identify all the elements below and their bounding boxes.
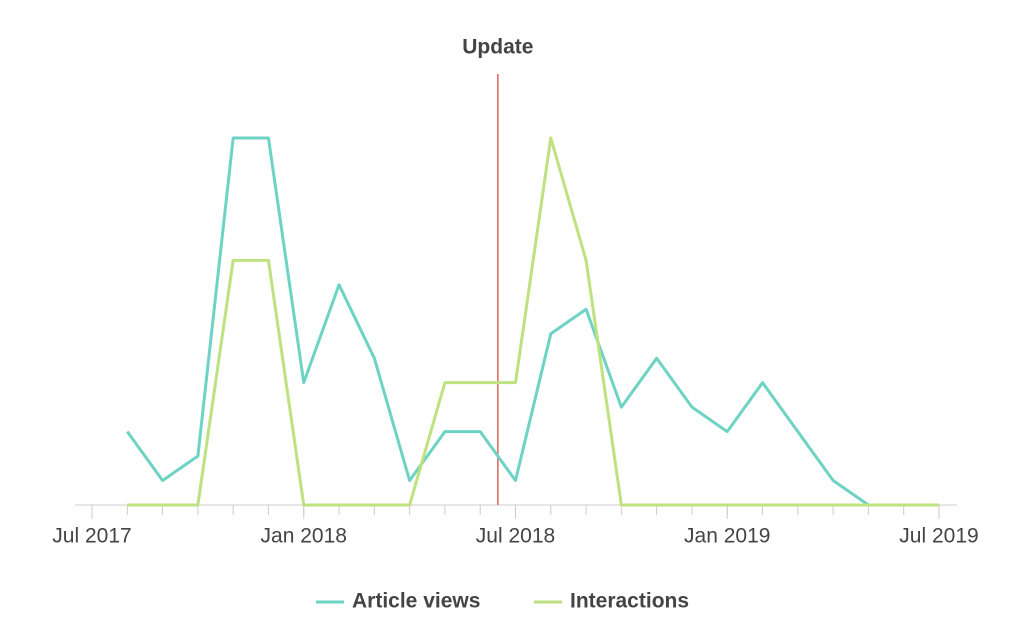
x-tick-label: Jul 2019 [899, 525, 978, 548]
legend-label: Interactions [570, 590, 689, 613]
x-tick-label: Jul 2018 [476, 525, 555, 548]
annotation-label: Update [462, 36, 533, 59]
legend-label: Article views [352, 590, 480, 613]
series-line [127, 136, 939, 507]
x-tick-label: Jul 2017 [52, 525, 131, 548]
x-tick-label: Jan 2018 [261, 525, 347, 548]
series-line [126, 136, 870, 507]
x-tick-label: Jan 2019 [684, 525, 770, 548]
